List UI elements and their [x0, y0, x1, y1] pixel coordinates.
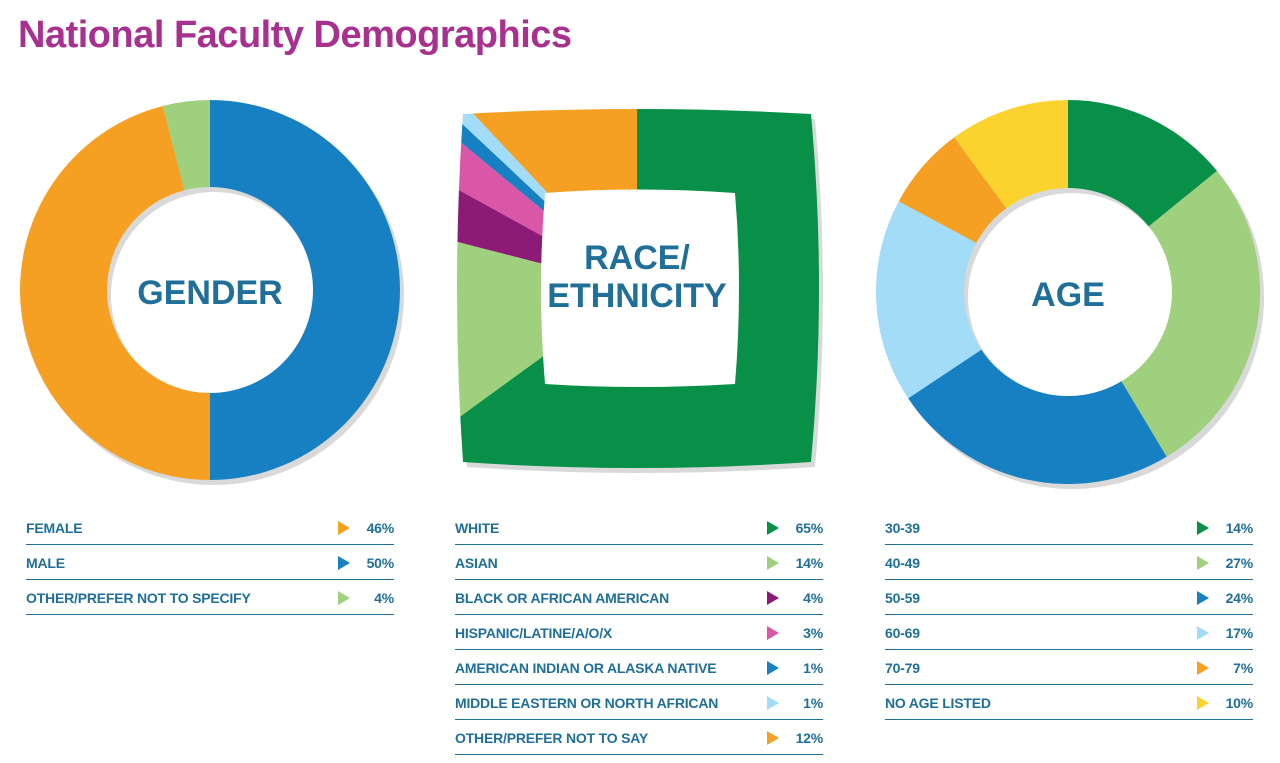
triangle-right-icon: [1197, 591, 1209, 605]
legend-row-female: FEMALE 46%: [26, 510, 394, 545]
slice-female: [19, 105, 211, 480]
triangle-right-icon: [767, 521, 779, 535]
legend-row-male: MALE 50%: [26, 545, 394, 580]
legend-row-other-prefer-not-to-say: OTHER/PREFER NOT TO SAY 12%: [455, 720, 823, 755]
legend-label: AMERICAN INDIAN OR ALASKA NATIVE: [455, 660, 717, 676]
slice-40-49: [1121, 170, 1260, 457]
legend-row-middle-eastern-or-north-african: MIDDLE EASTERN OR NORTH AFRICAN 1%: [455, 685, 823, 720]
legend-value: 24%: [1225, 590, 1254, 606]
legend-value: 7%: [1233, 660, 1253, 676]
center-label-line: RACE/: [584, 239, 690, 277]
triangle-right-icon: [767, 626, 779, 640]
triangle-right-icon: [767, 731, 779, 745]
age-donut-chart: AGE: [876, 100, 1265, 489]
triangle-right-icon: [767, 591, 779, 605]
gender-donut-chart: GENDER: [19, 100, 404, 485]
legend-value: 4%: [374, 590, 394, 606]
legend-row-70-79: 70-79 7%: [885, 650, 1253, 685]
legend-value: 14%: [795, 555, 824, 571]
legend-row-40-49: 40-49 27%: [885, 545, 1253, 580]
legend-label: MALE: [26, 555, 65, 571]
center-label-line: AGE: [1031, 276, 1105, 314]
triangle-right-icon: [1197, 521, 1209, 535]
triangle-right-icon: [338, 521, 350, 535]
legend-label: OTHER/PREFER NOT TO SPECIFY: [26, 590, 251, 606]
legend-label: WHITE: [455, 520, 500, 536]
legend-value: 46%: [366, 520, 395, 536]
slice-male: [210, 100, 400, 480]
legend-value: 17%: [1225, 625, 1254, 641]
legend-label: NO AGE LISTED: [885, 695, 991, 711]
legend-value: 12%: [795, 730, 824, 746]
age-center-label: AGE: [1031, 276, 1105, 314]
legend-label: MIDDLE EASTERN OR NORTH AFRICAN: [455, 695, 719, 711]
slice-60-69: [876, 201, 982, 399]
legend-label: 70-79: [885, 660, 920, 676]
legend-label: 40-49: [885, 555, 920, 571]
legend-row-white: WHITE 65%: [455, 510, 823, 545]
legend-label: FEMALE: [26, 520, 83, 536]
gender-center-label: GENDER: [137, 274, 282, 312]
center-label-line: GENDER: [137, 274, 282, 312]
legend-label: ASIAN: [455, 555, 498, 571]
triangle-right-icon: [767, 661, 779, 675]
legend-value: 65%: [795, 520, 824, 536]
legend-row-other-prefer-not-to-specify: OTHER/PREFER NOT TO SPECIFY 4%: [26, 580, 394, 615]
slice-other-prefer-not-to-specify: [162, 100, 210, 191]
legend-value: 1%: [803, 695, 823, 711]
triangle-right-icon: [767, 556, 779, 570]
legend-row-hispanic-latine-a-o-x: HISPANIC/LATINE/A/O/X 3%: [455, 615, 823, 650]
page-title: National Faculty Demographics: [18, 14, 572, 56]
legend-row-60-69: 60-69 17%: [885, 615, 1253, 650]
triangle-right-icon: [767, 696, 779, 710]
age-legend: 30-39 14% 40-49 27% 50-59 24% 60-69 17% 70-79 7% N…: [885, 510, 1253, 720]
legend-label: 50-59: [885, 590, 920, 606]
center-label-line: ETHNICITY: [547, 277, 727, 315]
slice-no-age-listed: [954, 100, 1068, 209]
gender-legend: FEMALE 46% MALE 50% OTHER/PREFER NOT TO SPEC…: [26, 510, 394, 615]
legend-value: 27%: [1225, 555, 1254, 571]
triangle-right-icon: [338, 591, 350, 605]
triangle-right-icon: [338, 556, 350, 570]
slice-30-39: [1068, 100, 1218, 227]
slice-70-79: [898, 137, 1007, 243]
triangle-right-icon: [1197, 556, 1209, 570]
legend-label: 30-39: [885, 520, 920, 536]
race-ethnicity-legend: WHITE 65% ASIAN 14% BLACK OR AFRICAN AMERICA…: [455, 510, 823, 755]
legend-label: BLACK OR AFRICAN AMERICAN: [455, 590, 670, 606]
legend-row-black-or-african-american: BLACK OR AFRICAN AMERICAN 4%: [455, 580, 823, 615]
legend-value: 4%: [803, 590, 823, 606]
legend-value: 1%: [803, 660, 823, 676]
legend-row-50-59: 50-59 24%: [885, 580, 1253, 615]
race-center-hole: [541, 189, 739, 387]
triangle-right-icon: [1197, 696, 1209, 710]
legend-value: 3%: [803, 625, 823, 641]
legend-value: 14%: [1225, 520, 1254, 536]
legend-row-30-39: 30-39 14%: [885, 510, 1253, 545]
race-center-label: RACE/ETHNICITY: [547, 239, 727, 315]
legend-label: HISPANIC/LATINE/A/O/X: [455, 625, 613, 641]
slice-50-59: [908, 349, 1167, 484]
legend-label: OTHER/PREFER NOT TO SAY: [455, 730, 648, 746]
legend-row-asian: ASIAN 14%: [455, 545, 823, 580]
legend-row-american-indian-or-alaska-native: AMERICAN INDIAN OR ALASKA NATIVE 1%: [455, 650, 823, 685]
legend-value: 50%: [366, 555, 395, 571]
race-ethnicity-square-donut-chart: RACE/ETHNICITY: [457, 109, 823, 473]
triangle-right-icon: [1197, 661, 1209, 675]
legend-row-no-age-listed: NO AGE LISTED 10%: [885, 685, 1253, 720]
triangle-right-icon: [1197, 626, 1209, 640]
legend-value: 10%: [1225, 695, 1254, 711]
legend-label: 60-69: [885, 625, 920, 641]
